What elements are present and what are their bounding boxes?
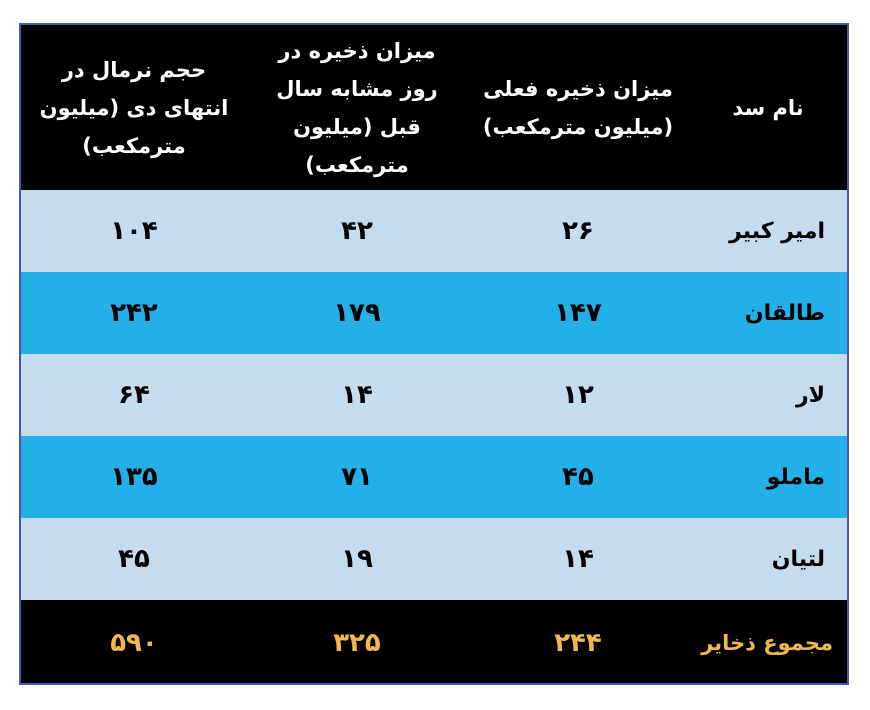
previous-reserve-cell: ۱۹: [341, 544, 373, 574]
dam-reserves-table: نام سد میزان ذخیره فعلی (میلیون مترمکعب)…: [21, 25, 847, 683]
dam-name-cell: امیر کبیر: [729, 218, 825, 244]
table-row: ماملو ۴۵ ۷۱ ۱۳۵: [21, 436, 847, 518]
dam-reserves-table-frame: نام سد میزان ذخیره فعلی (میلیون مترمکعب)…: [19, 23, 849, 685]
table-row: امیر کبیر ۲۶ ۴۲ ۱۰۴: [21, 190, 847, 272]
total-row: مجموع ذخایر ۲۴۴ ۳۲۵ ۵۹۰: [21, 600, 847, 683]
current-reserve-cell: ۱۲: [562, 380, 594, 410]
header-previous-year-reserve: میزان ذخیره در روز مشابه سال قبل (میلیون…: [276, 38, 438, 177]
previous-reserve-cell: ۷۱: [341, 462, 373, 492]
current-reserve-cell: ۲۶: [562, 216, 594, 246]
table-row: لتیان ۱۴ ۱۹ ۴۵: [21, 518, 847, 600]
normal-volume-cell: ۱۳۵: [110, 462, 158, 492]
table-row: طالقان ۱۴۷ ۱۷۹ ۲۴۲: [21, 272, 847, 354]
dam-name-cell: لار: [795, 382, 825, 408]
dam-name-cell: لتیان: [771, 546, 825, 572]
current-reserve-cell: ۱۴۷: [554, 298, 602, 328]
total-previous-cell: ۳۲۵: [333, 628, 381, 658]
current-reserve-cell: ۱۴: [562, 544, 594, 574]
current-reserve-cell: ۴۵: [562, 462, 594, 492]
total-label-cell: مجموع ذخایر: [701, 631, 833, 655]
dam-name-cell: ماملو: [766, 464, 825, 490]
table-row: لار ۱۲ ۱۴ ۶۴: [21, 354, 847, 436]
header-dam-name: نام سد: [732, 95, 804, 120]
dam-name-cell: طالقان: [744, 300, 825, 326]
normal-volume-cell: ۲۴۲: [110, 298, 158, 328]
total-current-cell: ۲۴۴: [554, 628, 602, 658]
header-normal-volume: حجم نرمال در انتهای دی (میلیون مترمکعب): [39, 57, 229, 158]
previous-reserve-cell: ۱۷۹: [333, 298, 381, 328]
table-header-row: نام سد میزان ذخیره فعلی (میلیون مترمکعب)…: [21, 25, 847, 190]
total-normal-cell: ۵۹۰: [110, 628, 158, 658]
normal-volume-cell: ۴۵: [118, 544, 150, 574]
previous-reserve-cell: ۴۲: [341, 216, 373, 246]
previous-reserve-cell: ۱۴: [341, 380, 373, 410]
normal-volume-cell: ۱۰۴: [110, 216, 158, 246]
normal-volume-cell: ۶۴: [118, 380, 150, 410]
header-current-reserve: میزان ذخیره فعلی (میلیون مترمکعب): [482, 76, 674, 139]
